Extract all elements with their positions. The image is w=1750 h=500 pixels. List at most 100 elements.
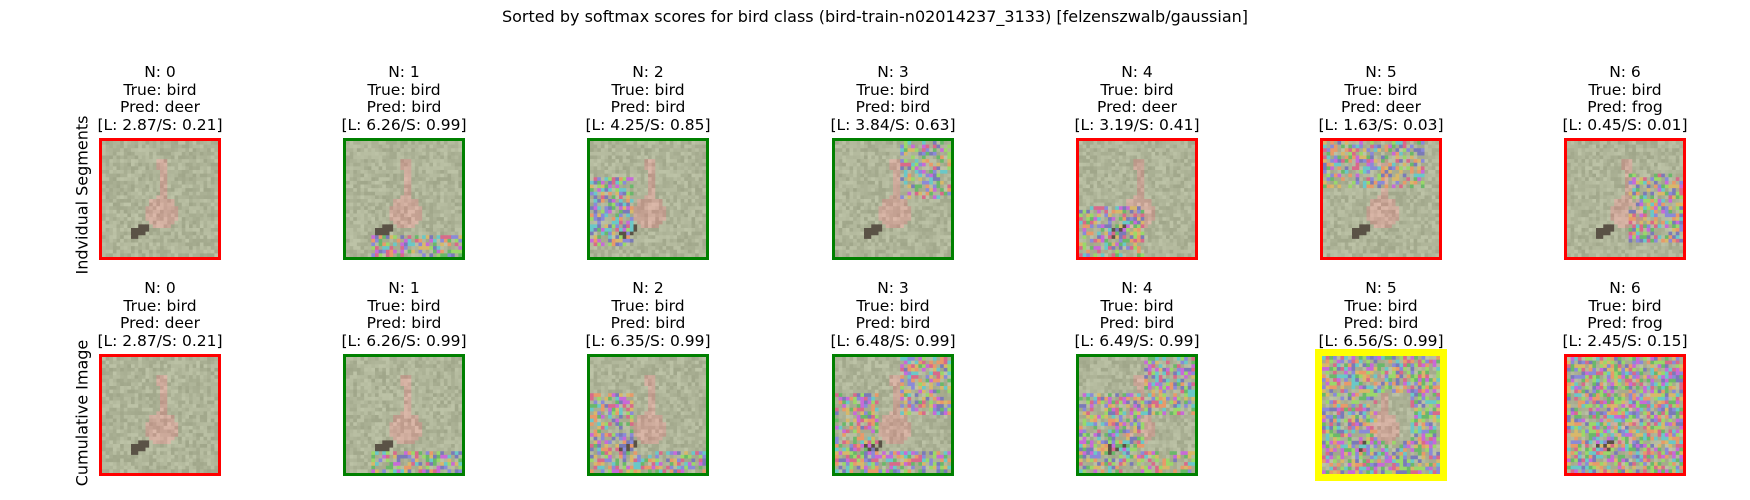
cumulative-image-image-1 xyxy=(343,354,465,476)
panel-n-label: N: 3 xyxy=(877,63,909,81)
panel-true-label: True: bird xyxy=(367,80,441,99)
individual-segments-panel-0: N: 0 True: bird Pred: deer [L: 2.87/S: 0.21… xyxy=(40,63,280,134)
individual-segments-panel-3: N: 3 True: bird Pred: bird [L: 3.84/S: 0.63… xyxy=(773,63,1013,134)
panel-n-label: N: 6 xyxy=(1609,63,1641,81)
cumulative-image-image-2 xyxy=(587,354,709,476)
individual-segments-image-3 xyxy=(832,138,954,260)
pixel-image xyxy=(1079,357,1195,473)
individual-segments-panel-5: N: 5 True: bird Pred: deer [L: 1.63/S: 0.03… xyxy=(1261,63,1501,134)
panel-title: N: 4 True: bird Pred: bird [L: 6.49/S: 0.99… xyxy=(1017,279,1257,350)
panel-n-label: N: 2 xyxy=(632,279,664,297)
individual-segments-panel-4: N: 4 True: bird Pred: deer [L: 3.19/S: 0.41… xyxy=(1017,63,1257,134)
panel-pred-label: Pred: deer xyxy=(1341,98,1421,116)
panel-title: N: 5 True: bird Pred: bird [L: 6.56/S: 0.99… xyxy=(1261,279,1501,350)
panel-title: N: 2 True: bird Pred: bird [L: 4.25/S: 0.85… xyxy=(528,63,768,134)
individual-segments-image-2 xyxy=(587,138,709,260)
pixel-image xyxy=(1322,356,1440,474)
row-label-individual-segments: Indvidual Segments xyxy=(71,115,91,275)
cumulative-image-panel-5: N: 5 True: bird Pred: bird [L: 6.56/S: 0.99… xyxy=(1261,279,1501,350)
pixel-image xyxy=(590,141,706,257)
panel-true-label: True: bird xyxy=(367,296,441,315)
pixel-image xyxy=(102,141,218,257)
panel-title: N: 1 True: bird Pred: bird [L: 6.26/S: 0.99… xyxy=(284,63,524,134)
panel-n-label: N: 4 xyxy=(1121,63,1153,81)
cumulative-image-panel-4: N: 4 True: bird Pred: bird [L: 6.49/S: 0.99… xyxy=(1017,279,1257,350)
panel-title: N: 2 True: bird Pred: bird [L: 6.35/S: 0.99… xyxy=(528,279,768,350)
panel-title: N: 5 True: bird Pred: deer [L: 1.63/S: 0.03… xyxy=(1261,63,1501,134)
individual-segments-image-1 xyxy=(343,138,465,260)
cumulative-image-panel-1: N: 1 True: bird Pred: bird [L: 6.26/S: 0.99… xyxy=(284,279,524,350)
panel-pred-label: Pred: bird xyxy=(1343,314,1419,332)
pixel-image xyxy=(590,357,706,473)
panel-true-label: True: bird xyxy=(1100,80,1174,99)
panel-true-label: True: bird xyxy=(856,80,930,99)
panel-pred-label: Pred: bird xyxy=(610,314,686,332)
cumulative-image-image-5 xyxy=(1315,349,1447,481)
pixel-image xyxy=(1567,357,1683,473)
panel-score-label: [L: 1.63/S: 0.03] xyxy=(1318,115,1444,134)
panel-n-label: N: 5 xyxy=(1365,63,1397,81)
panel-score-label: [L: 6.26/S: 0.99] xyxy=(341,115,467,134)
pixel-image xyxy=(1323,141,1439,257)
individual-segments-image-4 xyxy=(1076,138,1198,260)
individual-segments-panel-1: N: 1 True: bird Pred: bird [L: 6.26/S: 0.99… xyxy=(284,63,524,134)
pixel-image xyxy=(835,357,951,473)
cumulative-image-panel-6: N: 6 True: bird Pred: frog [L: 2.45/S: 0.15… xyxy=(1505,279,1745,350)
panel-n-label: N: 4 xyxy=(1121,279,1153,297)
panel-title: N: 1 True: bird Pred: bird [L: 6.26/S: 0.99… xyxy=(284,279,524,350)
panel-true-label: True: bird xyxy=(1588,296,1662,315)
panel-pred-label: Pred: bird xyxy=(1099,314,1175,332)
panel-n-label: N: 1 xyxy=(388,63,420,81)
figure-title: Sorted by softmax scores for bird class … xyxy=(501,7,1248,26)
panel-pred-label: Pred: deer xyxy=(1097,98,1177,116)
panel-title: N: 6 True: bird Pred: frog [L: 2.45/S: 0.15… xyxy=(1505,279,1745,350)
panel-true-label: True: bird xyxy=(611,80,685,99)
cumulative-image-image-4 xyxy=(1076,354,1198,476)
panel-title: N: 4 True: bird Pred: deer [L: 3.19/S: 0.41… xyxy=(1017,63,1257,134)
panel-true-label: True: bird xyxy=(123,296,197,315)
cumulative-image-panel-3: N: 3 True: bird Pred: bird [L: 6.48/S: 0.99… xyxy=(773,279,1013,350)
individual-segments-image-0 xyxy=(99,138,221,260)
panel-score-label: [L: 6.35/S: 0.99] xyxy=(585,331,711,350)
panel-score-label: [L: 6.26/S: 0.99] xyxy=(341,331,467,350)
cumulative-image-image-6 xyxy=(1564,354,1686,476)
pixel-image xyxy=(346,357,462,473)
panel-true-label: True: bird xyxy=(1344,296,1418,315)
panel-score-label: [L: 3.19/S: 0.41] xyxy=(1074,115,1200,134)
row-label-cumulative-image: Cumulative Image xyxy=(71,339,91,487)
panel-true-label: True: bird xyxy=(856,296,930,315)
pixel-image xyxy=(1079,141,1195,257)
individual-segments-panel-6: N: 6 True: bird Pred: frog [L: 0.45/S: 0.01… xyxy=(1505,63,1745,134)
cumulative-image-panel-2: N: 2 True: bird Pred: bird [L: 6.35/S: 0.99… xyxy=(528,279,768,350)
individual-segments-image-6 xyxy=(1564,138,1686,260)
panel-score-label: [L: 6.49/S: 0.99] xyxy=(1074,331,1200,350)
individual-segments-image-5 xyxy=(1320,138,1442,260)
panel-title: N: 6 True: bird Pred: frog [L: 0.45/S: 0.01… xyxy=(1505,63,1745,134)
pixel-image xyxy=(1567,141,1683,257)
panel-true-label: True: bird xyxy=(611,296,685,315)
panel-pred-label: Pred: bird xyxy=(855,98,931,116)
panel-n-label: N: 1 xyxy=(388,279,420,297)
pixel-image xyxy=(835,141,951,257)
panel-score-label: [L: 6.48/S: 0.99] xyxy=(830,331,956,350)
pixel-image xyxy=(102,357,218,473)
panel-score-label: [L: 0.45/S: 0.01] xyxy=(1562,115,1688,134)
cumulative-image-image-0 xyxy=(99,354,221,476)
panel-pred-label: Pred: bird xyxy=(366,98,442,116)
panel-true-label: True: bird xyxy=(1344,80,1418,99)
panel-pred-label: Pred: frog xyxy=(1587,98,1663,116)
panel-score-label: [L: 6.56/S: 0.99] xyxy=(1318,331,1444,350)
panel-title: N: 3 True: bird Pred: bird [L: 3.84/S: 0.63… xyxy=(773,63,1013,134)
panel-true-label: True: bird xyxy=(1100,296,1174,315)
cumulative-image-panel-0: N: 0 True: bird Pred: deer [L: 2.87/S: 0.21… xyxy=(40,279,280,350)
panel-score-label: [L: 4.25/S: 0.85] xyxy=(585,115,711,134)
panel-score-label: [L: 2.87/S: 0.21] xyxy=(97,331,223,350)
panel-title: N: 0 True: bird Pred: deer [L: 2.87/S: 0.21… xyxy=(40,63,280,134)
panel-pred-label: Pred: frog xyxy=(1587,314,1663,332)
panel-pred-label: Pred: bird xyxy=(855,314,931,332)
pixel-image xyxy=(346,141,462,257)
panel-score-label: [L: 3.84/S: 0.63] xyxy=(830,115,956,134)
panel-n-label: N: 6 xyxy=(1609,279,1641,297)
cumulative-image-image-3 xyxy=(832,354,954,476)
panel-title: N: 3 True: bird Pred: bird [L: 6.48/S: 0.99… xyxy=(773,279,1013,350)
